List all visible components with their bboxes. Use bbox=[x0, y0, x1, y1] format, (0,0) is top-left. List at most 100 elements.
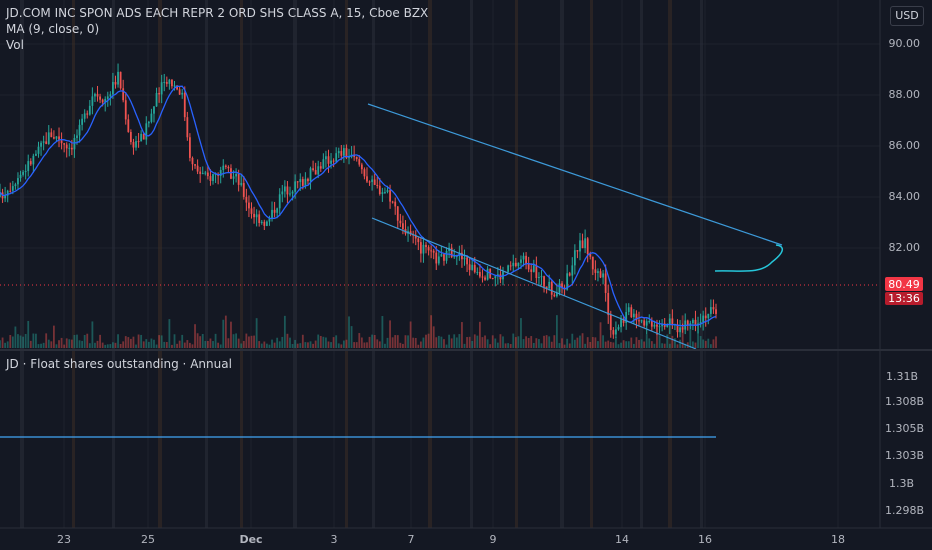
candle bbox=[325, 156, 327, 160]
volume-bar bbox=[635, 337, 638, 348]
currency-button[interactable]: USD bbox=[890, 6, 924, 26]
volume-bar bbox=[455, 337, 458, 348]
volume-bar bbox=[607, 340, 610, 348]
candle bbox=[224, 165, 227, 167]
volume-bar bbox=[96, 340, 99, 348]
candle bbox=[263, 221, 266, 226]
candle bbox=[463, 257, 466, 260]
volume-bar bbox=[201, 334, 204, 348]
price-tick: 84.00 bbox=[889, 190, 921, 203]
volume-bar bbox=[653, 343, 656, 348]
candle bbox=[581, 240, 584, 249]
volume-bar bbox=[617, 344, 620, 348]
volume-bar bbox=[276, 337, 279, 348]
channel-lower-line[interactable] bbox=[371, 217, 697, 350]
candle bbox=[697, 323, 699, 325]
symbol-title[interactable]: JD.COM INC SPON ADS EACH REPR 2 ORD SHS … bbox=[6, 6, 429, 20]
volume-indicator-label[interactable]: Vol bbox=[6, 38, 24, 52]
volume-bar bbox=[445, 344, 448, 348]
channel-upper-line[interactable] bbox=[367, 103, 783, 246]
volume-bar bbox=[674, 338, 676, 348]
candle bbox=[571, 265, 574, 276]
volume-bar bbox=[81, 340, 84, 348]
volume-bar bbox=[307, 342, 309, 348]
volume-bar bbox=[291, 343, 294, 348]
candle bbox=[707, 313, 710, 319]
candle bbox=[491, 277, 494, 279]
volume-bar bbox=[330, 342, 332, 348]
volume-bar bbox=[589, 341, 592, 348]
volume-bar bbox=[78, 340, 81, 348]
candle bbox=[366, 176, 368, 182]
candle bbox=[209, 176, 212, 181]
time-axis[interactable]: 23 25 Dec 3 7 9 14 16 18 bbox=[57, 533, 845, 546]
volume-bar bbox=[165, 342, 168, 348]
session-band bbox=[112, 0, 115, 528]
projection-curve[interactable] bbox=[714, 244, 783, 272]
volume-bar bbox=[602, 335, 604, 348]
candle bbox=[312, 168, 314, 171]
candle bbox=[29, 161, 32, 165]
volume-bar bbox=[278, 341, 281, 348]
candle bbox=[620, 319, 622, 328]
candle bbox=[653, 324, 656, 327]
session-band bbox=[205, 0, 208, 528]
volume-bar bbox=[173, 334, 176, 348]
volume-bar bbox=[186, 340, 189, 348]
volume-bar bbox=[663, 343, 666, 348]
ma-indicator-label[interactable]: MA (9, close, 0) bbox=[6, 22, 100, 36]
float-tick: 1.305B bbox=[885, 422, 924, 435]
candle bbox=[291, 191, 294, 194]
volume-bar bbox=[394, 335, 397, 348]
current-price-badge: 80.49 13:36 bbox=[885, 277, 923, 305]
volume-bar bbox=[709, 344, 712, 348]
candle bbox=[14, 184, 17, 187]
float-shares-indicator-label[interactable]: JD · Float shares outstanding · Annual bbox=[6, 357, 232, 371]
candle bbox=[278, 194, 281, 209]
candle bbox=[94, 93, 96, 97]
candle bbox=[142, 133, 145, 140]
volume-bar bbox=[645, 334, 648, 348]
price-axis[interactable]: 90.00 88.00 86.00 84.00 82.00 bbox=[889, 37, 921, 254]
volume-bar bbox=[543, 335, 545, 348]
volume-bar bbox=[348, 316, 350, 348]
candle bbox=[9, 190, 12, 192]
grid-lines bbox=[0, 0, 880, 528]
volume-bar bbox=[448, 334, 451, 348]
candle bbox=[4, 195, 7, 199]
candle bbox=[201, 173, 204, 175]
volume-bar bbox=[160, 335, 163, 348]
candle bbox=[160, 82, 163, 95]
time-tick: 18 bbox=[831, 533, 845, 546]
volume-bar bbox=[332, 337, 335, 348]
volume-bar bbox=[597, 341, 599, 348]
volume-bar bbox=[268, 344, 271, 348]
candle bbox=[235, 173, 238, 177]
candle bbox=[525, 255, 527, 264]
volume-bar bbox=[704, 340, 707, 348]
candle bbox=[119, 71, 122, 89]
volume-bar bbox=[599, 322, 602, 348]
volume-bar bbox=[494, 338, 497, 348]
candle bbox=[330, 160, 332, 164]
candle bbox=[617, 327, 620, 330]
volume-bar bbox=[679, 339, 681, 348]
volume-bar bbox=[106, 344, 109, 348]
volume-bar bbox=[668, 343, 671, 348]
volume-bar bbox=[32, 333, 35, 348]
volume-bar bbox=[555, 315, 558, 348]
volume-bar bbox=[137, 334, 140, 348]
candle bbox=[681, 327, 684, 330]
volume-bar bbox=[650, 341, 653, 348]
volume-bar bbox=[371, 334, 374, 348]
candle bbox=[486, 268, 489, 280]
candle bbox=[37, 146, 40, 154]
candle bbox=[173, 85, 176, 87]
sub-pane-axis[interactable]: 1.31B 1.308B 1.305B 1.303B 1.3B 1.298B bbox=[885, 370, 924, 517]
volume-bar bbox=[699, 336, 702, 348]
current-price-value: 80.49 bbox=[888, 278, 920, 291]
candle bbox=[76, 135, 78, 139]
volume-bar bbox=[135, 344, 137, 348]
candle bbox=[376, 184, 379, 186]
